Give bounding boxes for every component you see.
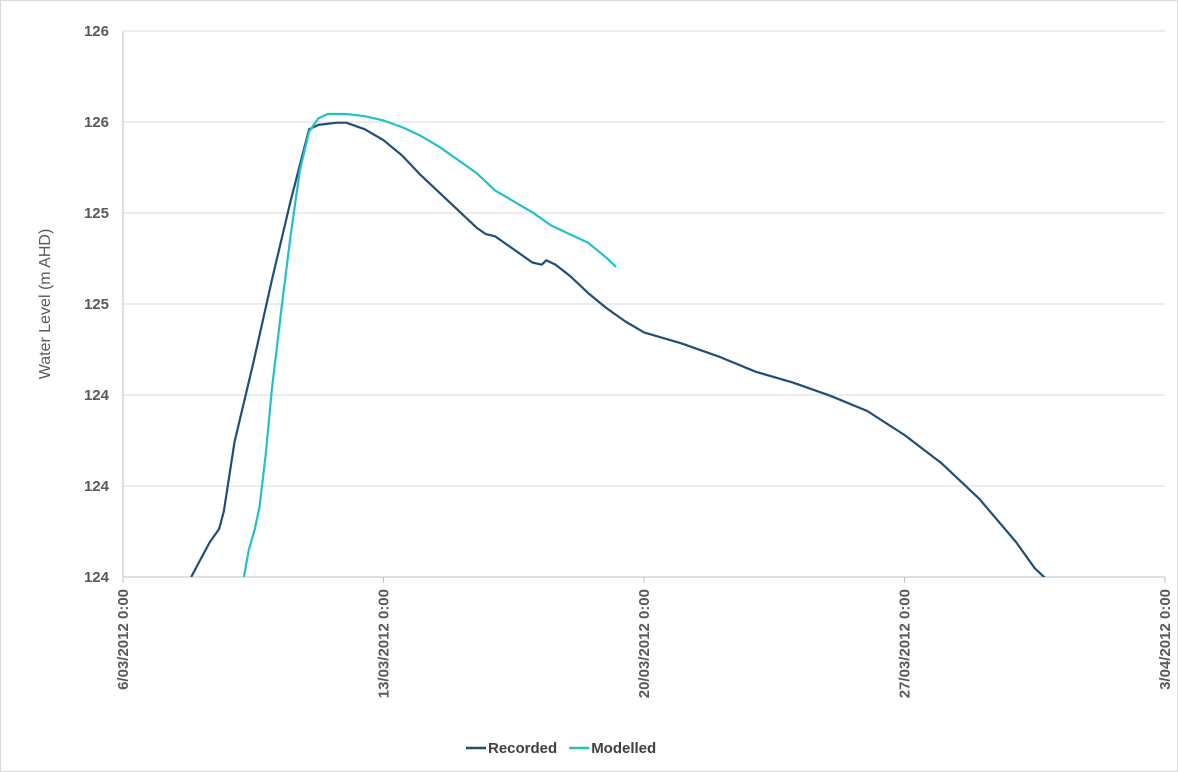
y-tick-label: 124 [84,478,110,495]
x-tick-labels: 6/03/2012 0:00 13/03/2012 0:00 20/03/2012 … [115,577,1174,698]
series-layer [190,112,1046,577]
x-tick-label: 6/03/2012 0:00 [115,589,132,690]
y-tick-label: 124 [84,569,110,586]
legend-label: Recorded [488,740,557,757]
series-line-modelled [242,112,617,577]
x-tick-label: 3/04/2012 0:00 [1157,589,1174,690]
x-tick-label: 20/03/2012 0:00 [636,589,653,698]
x-tick-label: 27/03/2012 0:00 [897,589,914,698]
y-axis-label: Water Level (m AHD) [37,229,54,380]
y-tick-label: 125 [84,296,109,313]
legend-label: Modelled [591,740,656,757]
y-tick-label: 126 [84,23,109,40]
y-tick-label: 126 [84,114,109,131]
gridlines [123,30,1165,487]
series-line-recorded [190,121,1046,577]
y-tick-labels: 124 124 124 125 125 126 126 [84,23,110,586]
y-tick-label: 125 [84,205,109,222]
legend: Recorded Modelled [466,740,656,757]
x-tick-label: 13/03/2012 0:00 [376,589,393,698]
y-tick-label: 124 [84,387,110,404]
